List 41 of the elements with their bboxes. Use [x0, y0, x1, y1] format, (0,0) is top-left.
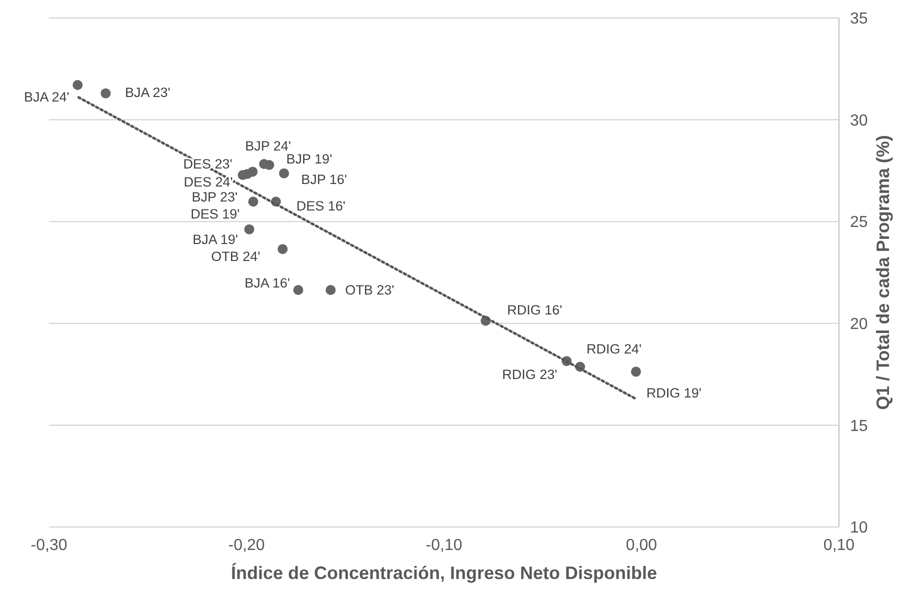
data-label: BJP 19': [286, 152, 332, 167]
point: [248, 166, 258, 177]
point: [279, 168, 290, 178]
point: [264, 160, 274, 170]
point: [293, 285, 304, 295]
point: [100, 88, 111, 98]
data-label: OTB 24': [211, 248, 260, 264]
point: [72, 80, 83, 90]
x-tick-label: 0,10: [823, 537, 855, 554]
point: [244, 224, 254, 234]
data-label: BJP 24': [245, 138, 292, 154]
data-label: RDIG 19': [646, 385, 702, 400]
y-tick-label: 15: [850, 418, 868, 435]
y-tick-label: 30: [850, 112, 868, 130]
point: [248, 196, 258, 207]
point: [278, 244, 288, 254]
data-label: BJA 16': [244, 276, 290, 291]
x-tick-label: -0,20: [228, 537, 265, 554]
data-label: BJP 16': [301, 172, 347, 188]
y-tick-label: 35: [850, 10, 868, 28]
data-label: RDIG 16': [507, 302, 562, 318]
y-tick-label: 25: [850, 214, 868, 232]
data-label: BJA 19': [192, 232, 238, 248]
data-label: BJA 24': [24, 90, 70, 105]
x-tick-label: -0,10: [426, 537, 462, 554]
x-tick-label: -0,30: [30, 537, 68, 554]
point: [326, 285, 336, 295]
x-axis-title: Índice de Concentración, Ingreso Neto Disponible: [230, 563, 658, 583]
data-label: DES 19': [190, 206, 240, 222]
y-tick-label: 10: [850, 520, 868, 537]
data-label: BJP 23': [192, 189, 238, 204]
data-label: RDIG 23': [502, 366, 558, 382]
point: [630, 366, 641, 377]
data-label: DES 24': [184, 174, 233, 190]
data-label: BJA 23': [125, 85, 170, 100]
data-label: RDIG 24': [586, 341, 642, 356]
y-axis-title: Q1 / Total de cada Programa (%): [873, 135, 893, 410]
x-tick-label: 0,00: [626, 537, 658, 554]
data-label: DES 16': [296, 198, 346, 214]
data-label: OTB 23': [345, 282, 394, 298]
y-tick-label: 20: [850, 316, 868, 333]
